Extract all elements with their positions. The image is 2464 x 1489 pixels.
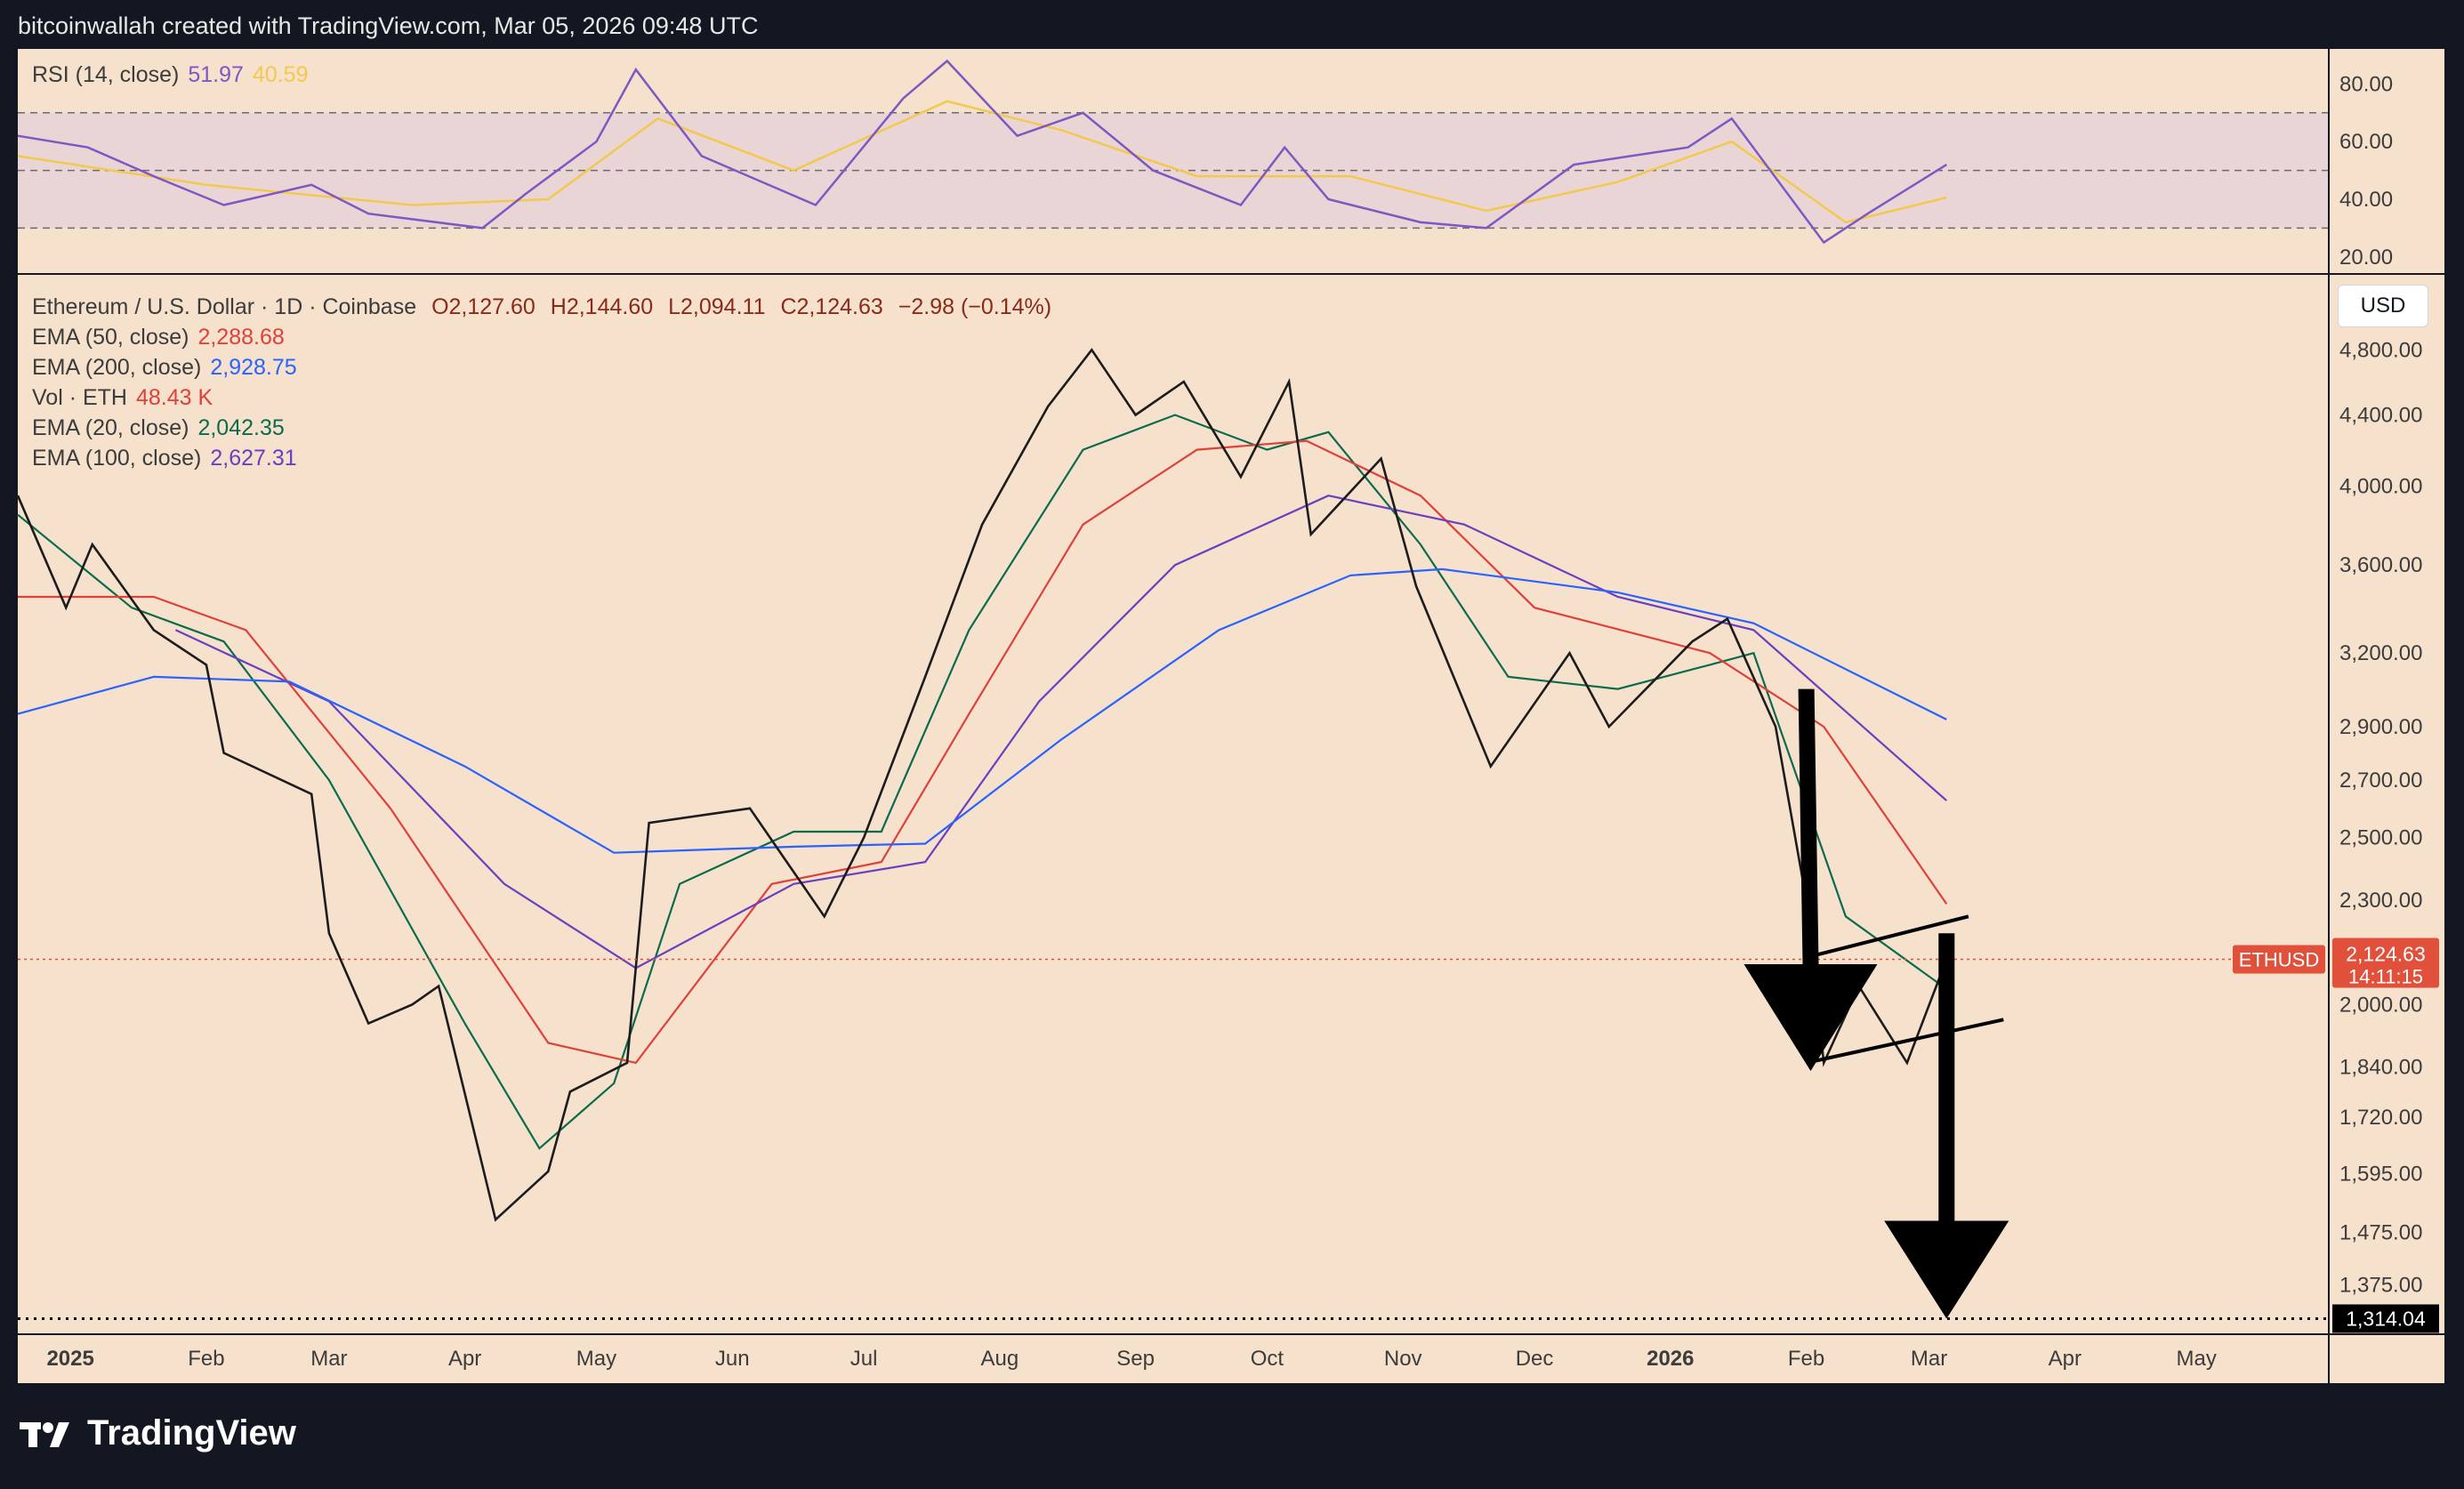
rsi-legend: RSI (14, close) 51.97 40.59 (32, 62, 308, 88)
indicator-ema50[interactable]: EMA (50, close) 2,288.68 (32, 322, 1051, 352)
indicator-value: 2,928.75 (210, 355, 297, 380)
attribution-bar: bitcoinwallah created with TradingView.c… (0, 0, 2464, 55)
rsi-ma-value: 40.59 (252, 62, 309, 87)
rsi-band (18, 112, 2328, 229)
ema-line (17, 414, 1947, 1150)
rsi-axis-tick: 60.00 (2339, 130, 2393, 154)
indicator-value: 48.43 K (135, 385, 213, 410)
chart-frame[interactable] (18, 49, 2444, 1383)
time-axis-tick: 2026 (1647, 1347, 1694, 1371)
rsi-label: RSI (14, close) (32, 62, 180, 87)
rsi-axis-tick: 40.00 (2339, 188, 2393, 212)
down-arrow-1 (1743, 688, 1878, 1071)
time-axis-tick: Aug (980, 1347, 1019, 1371)
indicator-ema100[interactable]: EMA (100, close) 2,627.31 (32, 443, 1051, 473)
indicator-ema20[interactable]: EMA (20, close) 2,042.35 (32, 413, 1051, 443)
ema-line (18, 439, 1948, 1065)
price-axis-tick: 2,700.00 (2339, 769, 2422, 793)
indicator-label: EMA (50, close) (32, 325, 189, 350)
tradingview-logo-icon (20, 1422, 69, 1448)
time-axis-tick: Apr (448, 1347, 481, 1371)
time-axis-tick: Mar (310, 1347, 347, 1371)
ohlc-close: C2,124.63 (780, 294, 883, 319)
ema-line (174, 495, 1948, 970)
indicator-value: 2,288.68 (197, 325, 285, 350)
indicator-volume[interactable]: Vol · ETH 48.43 K (32, 382, 1051, 413)
down-arrow-2 (1884, 933, 2009, 1319)
time-axis-tick: Feb (1788, 1347, 1824, 1371)
indicator-value: 2,042.35 (197, 415, 285, 440)
ohlc-change: −2.98 (−0.14%) (898, 294, 1052, 319)
price-axis-tick: 1,375.00 (2339, 1273, 2422, 1297)
footer-bar: TradingView (0, 1383, 2464, 1489)
countdown-tag: 14:11:15 (2348, 966, 2423, 988)
main-legend: Ethereum / U.S. Dollar · 1D · Coinbase O… (32, 292, 1051, 473)
rsi-ma-line (17, 100, 1947, 224)
time-axis-tick: Jul (850, 1347, 878, 1371)
lower-channel-line (1806, 1018, 2004, 1065)
support-tag: 1,314.04 (2346, 1307, 2426, 1330)
ohlc-high: H2,144.60 (550, 294, 654, 319)
price-axis-tick: 2,000.00 (2339, 993, 2422, 1017)
attribution-text: bitcoinwallah created with TradingView.c… (18, 12, 759, 39)
time-axis-tick: Sep (1116, 1347, 1155, 1371)
tradingview-logo[interactable]: TradingView (20, 1413, 296, 1453)
indicator-value: 2,627.31 (210, 446, 297, 471)
time-axis-tick: May (576, 1347, 616, 1371)
time-axis-tick: Apr (2049, 1347, 2082, 1371)
price-tag: 2,124.63 (2346, 943, 2426, 966)
ohlc-open: O2,127.60 (431, 294, 535, 319)
time-axis-tick: Jun (715, 1347, 750, 1371)
ohlc-low: L2,094.11 (668, 294, 766, 319)
rsi-axis-tick: 80.00 (2339, 72, 2393, 96)
price-axis-tick: 3,200.00 (2339, 641, 2422, 665)
ema-line (17, 567, 1947, 854)
price-axis-tick: 1,840.00 (2339, 1055, 2422, 1079)
price-axis-tick: 2,500.00 (2339, 826, 2422, 850)
brand-name: TradingView (87, 1413, 296, 1453)
time-axis-tick: Nov (1384, 1347, 1422, 1371)
indicator-label: EMA (20, close) (32, 415, 189, 440)
time-axis-tick: Oct (1251, 1347, 1284, 1371)
indicator-label: EMA (100, close) (32, 446, 202, 471)
time-axis-tick: 2025 (46, 1347, 93, 1371)
support-tag-bg (2332, 1304, 2439, 1333)
price-axis-tick: 1,475.00 (2339, 1220, 2422, 1244)
symbol-tag-bg (2233, 945, 2325, 974)
upper-channel-line (1806, 914, 1969, 960)
price-axis-tick: 2,300.00 (2339, 889, 2422, 913)
symbol-line: Ethereum / U.S. Dollar · 1D · Coinbase O… (32, 292, 1051, 322)
rsi-line (17, 59, 1947, 245)
rsi-value: 51.97 (188, 62, 244, 87)
price-axis-tick: 4,400.00 (2339, 403, 2422, 427)
symbol-title: Ethereum / U.S. Dollar · 1D · Coinbase (32, 294, 417, 319)
time-axis-tick: May (2176, 1347, 2216, 1371)
price-line (16, 348, 1948, 1222)
price-axis-tick: 1,595.00 (2339, 1163, 2422, 1187)
time-axis-tick: Dec (1516, 1347, 1554, 1371)
time-axis-tick: Mar (1911, 1347, 1947, 1371)
price-axis-tick: 4,000.00 (2339, 475, 2422, 499)
symbol-tag: ETHUSD (2239, 949, 2319, 971)
price-axis-tick: 2,900.00 (2339, 715, 2422, 739)
indicator-label: Vol · ETH (32, 385, 127, 410)
price-axis-tick: 3,600.00 (2339, 553, 2422, 577)
rsi-axis-tick: 20.00 (2339, 245, 2393, 270)
time-axis-tick: Feb (188, 1347, 224, 1371)
price-axis-tick: 1,720.00 (2339, 1106, 2422, 1130)
indicator-label: EMA (200, close) (32, 355, 202, 380)
currency-button[interactable]: USD (2338, 285, 2428, 327)
indicator-ema200[interactable]: EMA (200, close) 2,928.75 (32, 352, 1051, 382)
price-tag-bg (2332, 938, 2439, 988)
price-axis-tick: 4,800.00 (2339, 338, 2422, 362)
